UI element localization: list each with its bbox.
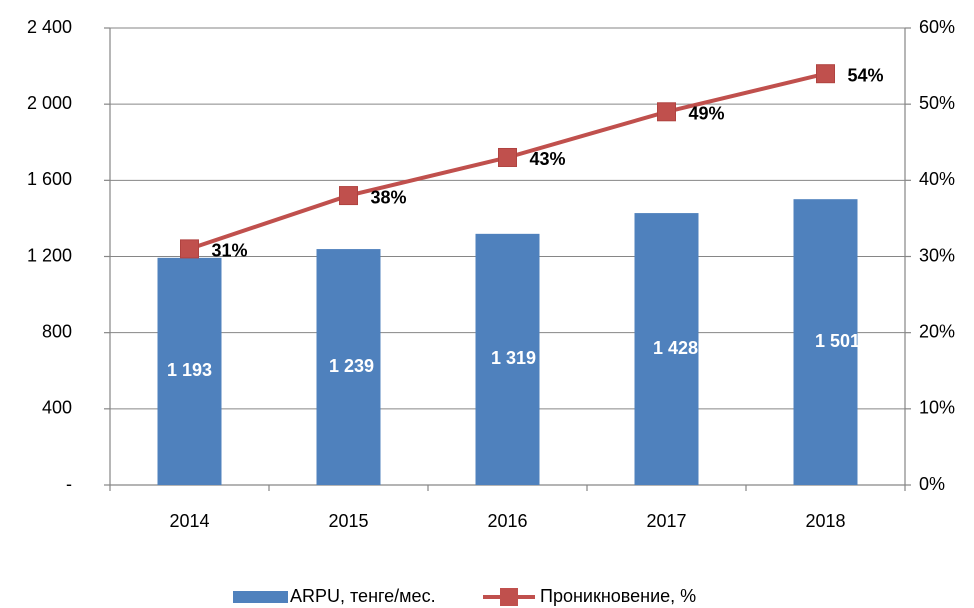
- x-tick-label: 2017: [646, 511, 686, 531]
- bar-value-label: 1 193: [167, 360, 212, 380]
- bar: [316, 249, 381, 485]
- y-tick-label: 400: [42, 398, 72, 418]
- bar: [793, 199, 858, 486]
- bar-value-label: 1 319: [491, 348, 536, 368]
- x-tick-label: 2014: [169, 511, 209, 531]
- y-tick-label: 1 200: [27, 245, 72, 265]
- line-marker: [180, 239, 199, 259]
- bar-value-label: 1 428: [653, 338, 698, 358]
- line-value-label: 38%: [371, 187, 407, 207]
- y-tick-label: -: [66, 474, 72, 494]
- bar: [634, 213, 699, 485]
- line-value-label: 49%: [689, 104, 725, 124]
- bar-value-label: 1 501: [815, 331, 860, 351]
- y-tick-label: 2 000: [27, 93, 72, 113]
- line-value-label: 31%: [212, 241, 248, 261]
- bar: [157, 257, 222, 485]
- x-tick-label: 2016: [487, 511, 527, 531]
- bar-value-label: 1 239: [329, 356, 374, 376]
- y2-tick-label: 20%: [919, 321, 955, 341]
- y2-tick-label: 40%: [919, 169, 955, 189]
- legend-label: Проникновение, %: [540, 586, 696, 606]
- line-value-label: 54%: [848, 65, 884, 85]
- line-marker: [657, 102, 676, 122]
- x-tick-label: 2015: [328, 511, 368, 531]
- y2-tick-label: 50%: [919, 93, 955, 113]
- x-tick-label: 2018: [805, 511, 845, 531]
- legend-marker: [500, 588, 518, 606]
- line-marker: [816, 64, 835, 84]
- legend-label: ARPU, тенге/мес.: [290, 586, 436, 606]
- line-marker: [498, 147, 517, 167]
- y2-tick-label: 30%: [919, 245, 955, 265]
- bar: [475, 233, 540, 485]
- line-value-label: 43%: [530, 149, 566, 169]
- line-marker: [339, 186, 358, 206]
- legend-swatch: [233, 591, 288, 603]
- y2-tick-label: 0%: [919, 474, 945, 494]
- y-tick-label: 1 600: [27, 169, 72, 189]
- y2-tick-label: 60%: [919, 17, 955, 37]
- y-tick-label: 2 400: [27, 17, 72, 37]
- y2-tick-label: 10%: [919, 398, 955, 418]
- y-tick-label: 800: [42, 321, 72, 341]
